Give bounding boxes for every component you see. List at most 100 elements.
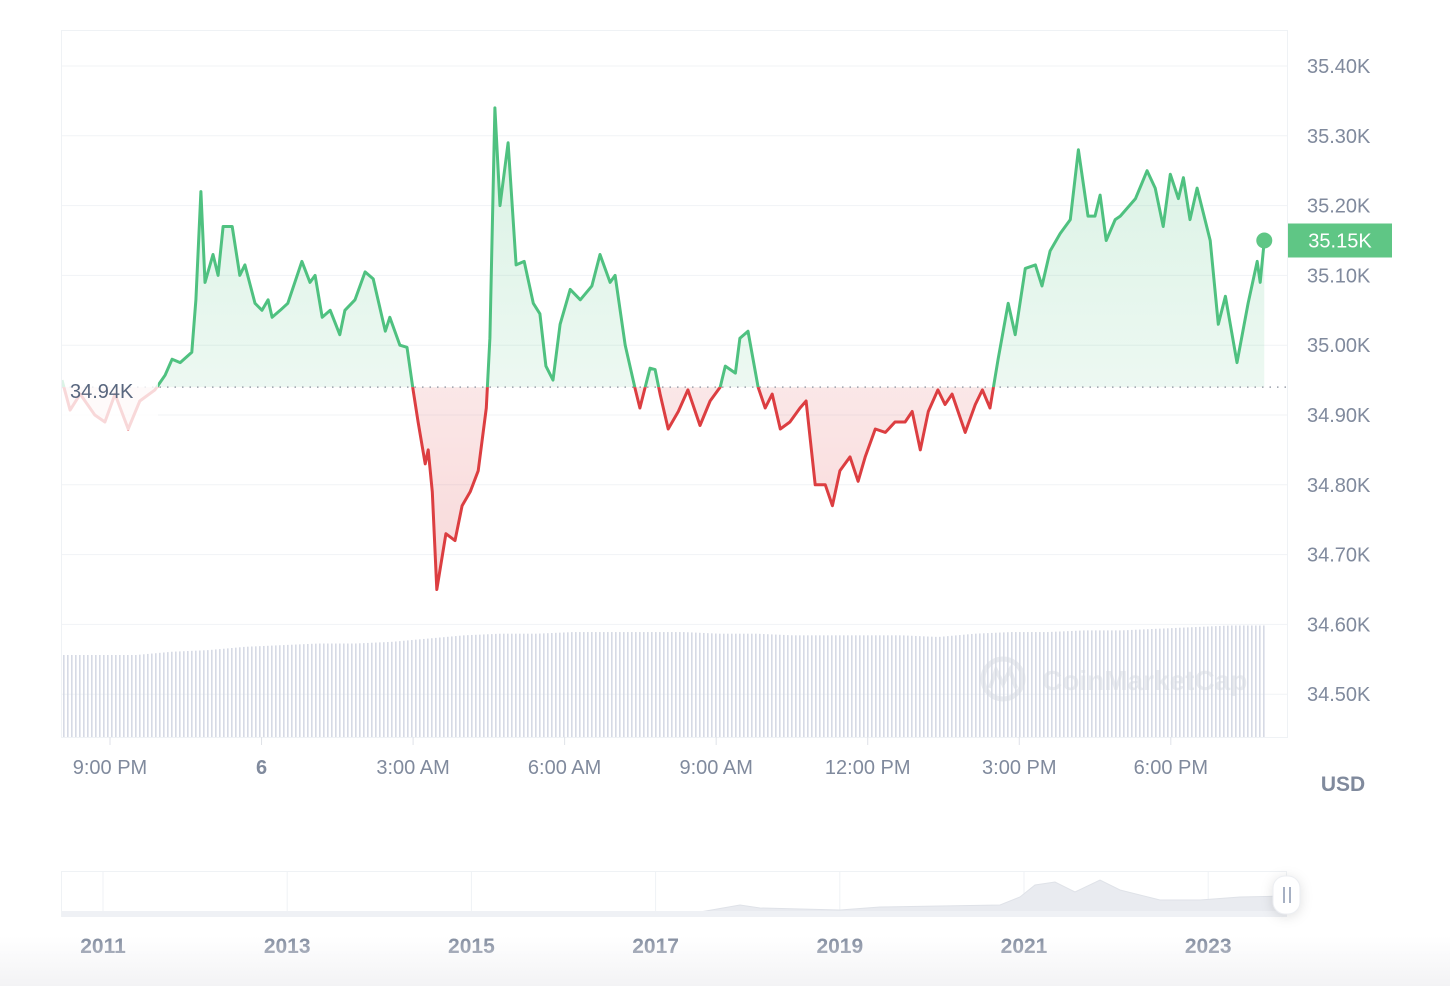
volume-bar bbox=[1047, 632, 1049, 737]
volume-bar bbox=[183, 651, 185, 737]
volume-bar bbox=[599, 632, 601, 737]
watermark: CoinMarketCap bbox=[980, 656, 1247, 702]
volume-bar bbox=[523, 633, 525, 737]
volume-bar bbox=[603, 632, 605, 737]
volume-bar bbox=[1131, 629, 1133, 737]
volume-bar bbox=[651, 632, 653, 737]
navigator-year-label: 2017 bbox=[632, 935, 679, 958]
volume-bar bbox=[563, 632, 565, 737]
volume-bar bbox=[379, 642, 381, 737]
volume-bar bbox=[395, 641, 397, 737]
y-tick-label: 35.10K bbox=[1307, 265, 1371, 287]
volume-bar bbox=[427, 638, 429, 737]
volume-bar bbox=[63, 655, 65, 737]
volume-bar bbox=[735, 633, 737, 737]
volume-bar bbox=[1091, 630, 1093, 737]
navigator[interactable]: 2011 2013 2015 2017 2019 2021 2023 bbox=[61, 871, 1301, 959]
volume-bar bbox=[151, 653, 153, 737]
volume-bar bbox=[1103, 630, 1105, 737]
y-tick-label: 34.90K bbox=[1307, 405, 1371, 427]
volume-bar bbox=[1151, 629, 1153, 737]
volume-bar bbox=[319, 643, 321, 737]
volume-bar bbox=[1111, 630, 1113, 737]
volume-bar bbox=[827, 635, 829, 737]
volume-bar bbox=[1087, 630, 1089, 737]
volume-bar bbox=[447, 636, 449, 737]
x-axis: 9:00 PM 6 3:00 AM 6:00 AM 9:00 AM 12:00 PM 3:0… bbox=[73, 737, 1208, 779]
navigator-handle-body[interactable] bbox=[1272, 875, 1301, 915]
volume-bar bbox=[1163, 628, 1165, 737]
volume-bar bbox=[919, 636, 921, 737]
volume-bar bbox=[747, 633, 749, 737]
volume-bar bbox=[699, 632, 701, 737]
volume-bar bbox=[207, 650, 209, 737]
y-tick-label: 35.20K bbox=[1307, 196, 1371, 218]
volume-bar bbox=[751, 633, 753, 737]
volume-bar bbox=[471, 634, 473, 737]
volume-bar bbox=[187, 651, 189, 737]
volume-bar bbox=[847, 635, 849, 737]
navigator-year-label: 2013 bbox=[264, 935, 311, 958]
volume-bar bbox=[683, 632, 685, 737]
volume-bar bbox=[511, 633, 513, 737]
price-areas bbox=[62, 107, 1265, 590]
volume-bar bbox=[1051, 631, 1053, 737]
volume-bar bbox=[883, 635, 885, 737]
volume-bar bbox=[835, 635, 837, 737]
volume-bar bbox=[339, 643, 341, 737]
volume-bar bbox=[343, 643, 345, 737]
volume-bar bbox=[235, 647, 237, 737]
volume-bar bbox=[367, 642, 369, 737]
volume-bar bbox=[635, 632, 637, 737]
volume-bar bbox=[739, 633, 741, 737]
volume-bar bbox=[347, 643, 349, 737]
navigator-handle[interactable] bbox=[1272, 875, 1301, 915]
volume-bar bbox=[127, 655, 129, 737]
volume-bar bbox=[1263, 625, 1265, 737]
volume-bar bbox=[155, 653, 157, 737]
volume-bar bbox=[927, 636, 929, 737]
x-tick-label: 6:00 AM bbox=[528, 757, 601, 779]
volume-bar bbox=[943, 636, 945, 737]
volume-bar bbox=[975, 633, 977, 737]
y-tick-label: 35.00K bbox=[1307, 335, 1371, 357]
volume-bar bbox=[507, 633, 509, 737]
volume-bar bbox=[231, 648, 233, 737]
volume-bar bbox=[763, 634, 765, 737]
volume-bar bbox=[1215, 626, 1217, 737]
volume-bar bbox=[1207, 626, 1209, 737]
volume-bar bbox=[591, 632, 593, 737]
volume-bar bbox=[567, 632, 569, 737]
volume-bar bbox=[1119, 630, 1121, 737]
volume-bar bbox=[931, 636, 933, 737]
volume-bar bbox=[1107, 630, 1109, 737]
volume-bar bbox=[259, 646, 261, 737]
volume-bar bbox=[1031, 632, 1033, 737]
volume-bar bbox=[191, 650, 193, 737]
volume-bar bbox=[1127, 630, 1129, 737]
volume-bar bbox=[1219, 625, 1221, 737]
volume-bar bbox=[1007, 632, 1009, 737]
volume-bar bbox=[527, 633, 529, 737]
volume-bar bbox=[995, 632, 997, 737]
volume-bar bbox=[915, 635, 917, 737]
volume-bar bbox=[371, 642, 373, 737]
price-line-up bbox=[62, 106, 1266, 388]
volume-bar bbox=[791, 635, 793, 737]
volume-bar bbox=[199, 650, 201, 737]
volume-bar bbox=[555, 632, 557, 737]
volume-bar bbox=[771, 634, 773, 737]
y-axis: 35.40K 35.30K 35.20K 35.10K 35.00K 34.90K 34.8… bbox=[1307, 56, 1371, 706]
current-price-dot bbox=[1256, 232, 1273, 249]
volume-bar bbox=[107, 655, 109, 737]
volume-bar bbox=[263, 645, 265, 737]
current-price-label: 35.15K bbox=[1308, 231, 1372, 253]
baseline-label: 34.94K bbox=[70, 381, 134, 403]
volume-bar bbox=[247, 646, 249, 737]
volume-bar bbox=[1183, 627, 1185, 737]
volume-bar bbox=[615, 632, 617, 737]
volume-bar bbox=[439, 637, 441, 737]
volume-bar bbox=[167, 652, 169, 737]
volume-bar bbox=[459, 635, 461, 737]
volume-bar bbox=[671, 632, 673, 737]
